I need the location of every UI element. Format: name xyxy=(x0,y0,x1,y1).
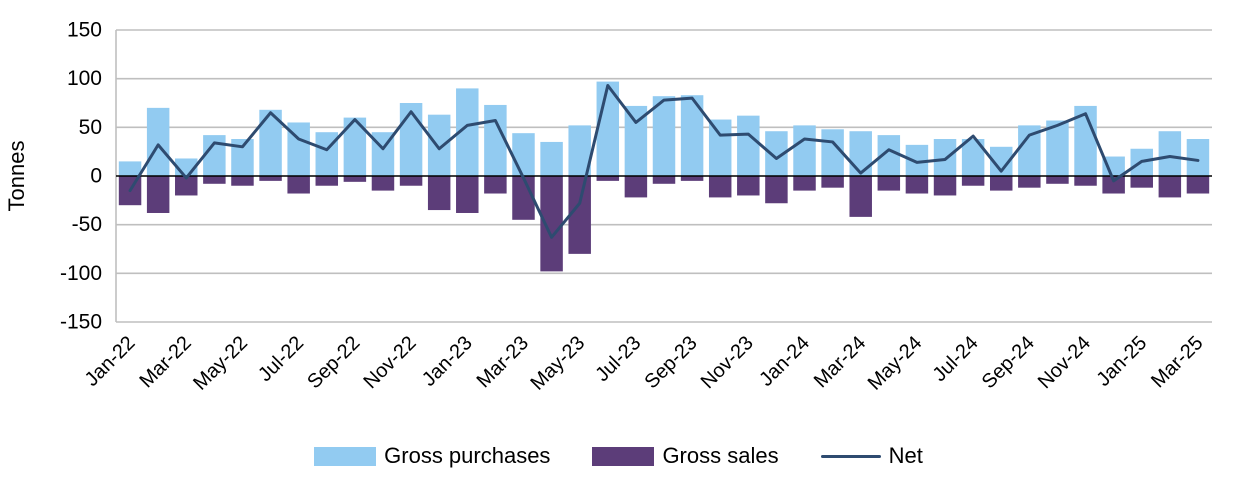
gross-purchases-swatch xyxy=(314,446,377,466)
legend-item-gross-sales: Gross sales xyxy=(592,443,779,468)
svg-text:-50: -50 xyxy=(72,213,102,236)
legend-label-net: Net xyxy=(888,443,923,468)
svg-text:Nov-23: Nov-23 xyxy=(697,332,758,393)
svg-text:Jan-25: Jan-25 xyxy=(1092,332,1151,391)
svg-text:Jul-23: Jul-23 xyxy=(591,332,645,386)
svg-text:Nov-24: Nov-24 xyxy=(1034,332,1095,393)
svg-text:Jan-22: Jan-22 xyxy=(81,332,140,391)
svg-text:Sep-22: Sep-22 xyxy=(303,332,364,393)
svg-text:Jan-24: Jan-24 xyxy=(755,332,814,391)
legend-label-gross-purchases: Gross purchases xyxy=(384,443,551,468)
svg-text:Mar-24: Mar-24 xyxy=(810,332,870,392)
svg-text:Sep-24: Sep-24 xyxy=(978,332,1039,393)
svg-text:150: 150 xyxy=(67,19,102,42)
svg-text:May-22: May-22 xyxy=(189,332,252,395)
svg-text:May-23: May-23 xyxy=(527,332,590,395)
chart-legend: Gross purchases Gross sales Net xyxy=(0,445,1237,467)
legend-label-gross-sales: Gross sales xyxy=(662,443,779,468)
legend-item-gross-purchases: Gross purchases xyxy=(314,445,550,467)
svg-text:Jan-23: Jan-23 xyxy=(418,332,477,391)
svg-text:Nov-22: Nov-22 xyxy=(359,332,420,393)
svg-text:0: 0 xyxy=(90,165,102,188)
svg-text:May-24: May-24 xyxy=(864,332,927,395)
legend-item-net: Net xyxy=(820,443,923,468)
svg-text:Jul-22: Jul-22 xyxy=(254,332,308,386)
svg-text:Jul-24: Jul-24 xyxy=(929,332,983,386)
svg-text:Mar-22: Mar-22 xyxy=(135,332,195,392)
svg-text:-100: -100 xyxy=(60,262,102,285)
svg-text:100: 100 xyxy=(67,67,102,90)
svg-text:Sep-23: Sep-23 xyxy=(640,332,701,393)
svg-text:Mar-23: Mar-23 xyxy=(473,332,533,392)
gross-sales-swatch xyxy=(592,446,655,466)
svg-text:-150: -150 xyxy=(60,311,102,334)
svg-text:Tonnes: Tonnes xyxy=(4,141,29,212)
net-line-swatch xyxy=(820,454,881,458)
svg-text:Mar-25: Mar-25 xyxy=(1147,332,1207,392)
svg-text:50: 50 xyxy=(79,116,102,139)
